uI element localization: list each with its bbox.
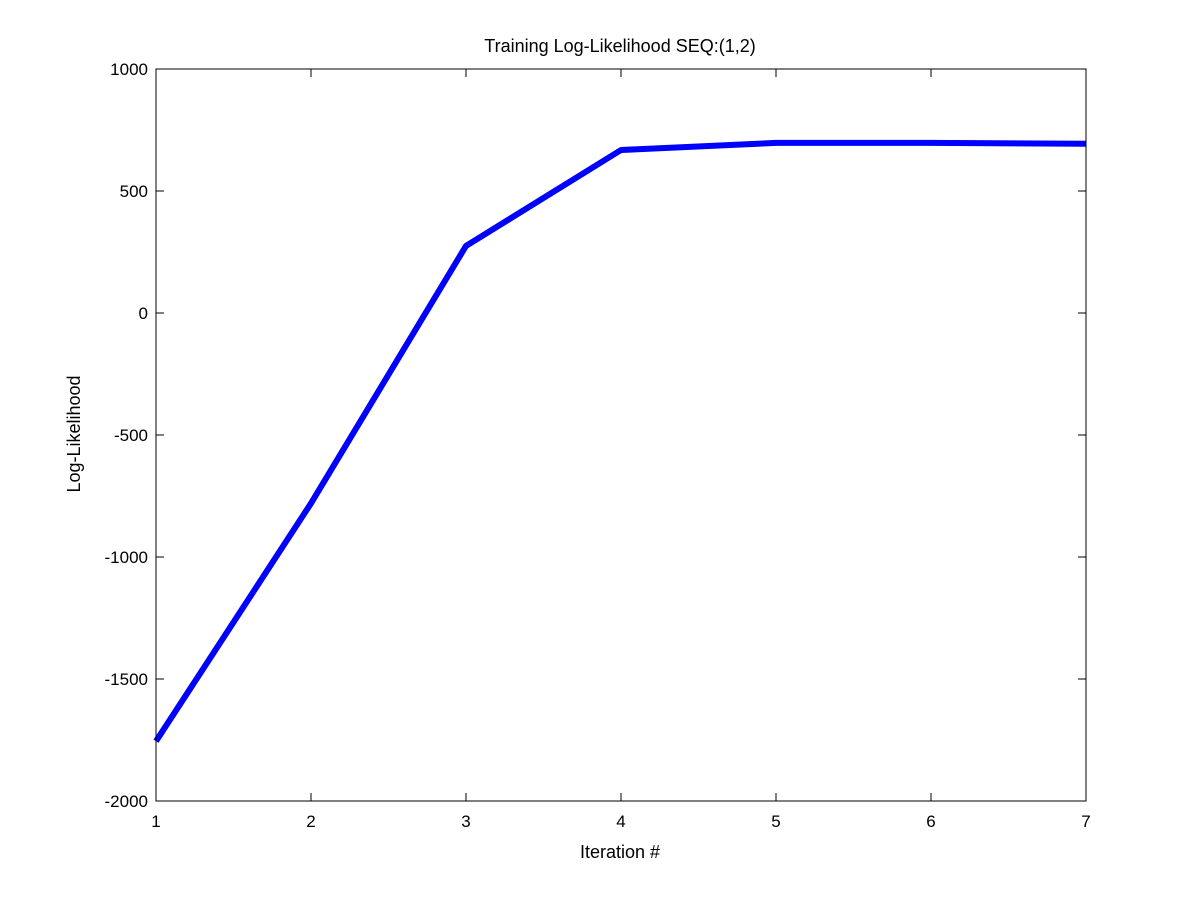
y-tick-label: -500: [114, 426, 148, 445]
x-tick-label: 7: [1081, 812, 1090, 831]
x-tick-label: 3: [461, 812, 470, 831]
x-tick-label: 6: [926, 812, 935, 831]
y-tick-label: 0: [139, 304, 148, 323]
x-tick-label: 2: [306, 812, 315, 831]
series-layer: [153, 139, 1087, 743]
x-tick-label: 5: [771, 812, 780, 831]
x-axis-label: Iteration #: [580, 842, 660, 862]
y-tick-label: 1000: [110, 60, 148, 79]
y-tick-label: 500: [120, 182, 148, 201]
plot-frame: [155, 68, 1087, 802]
y-tick-label: -1500: [105, 670, 148, 689]
chart-title: Training Log-Likelihood SEQ:(1,2): [484, 36, 755, 56]
y-tick-label: -1000: [105, 548, 148, 567]
ticks-layer: 1 2 3 4 5 6 7 -2000 -1500 -1000 -500 0 500 1000: [105, 60, 1091, 831]
y-tick-label: -2000: [105, 792, 148, 811]
series-line-0: [153, 139, 1087, 743]
y-axis-label: Log-Likelihood: [64, 375, 84, 492]
x-tick-label: 1: [151, 812, 160, 831]
x-tick-label: 4: [616, 812, 625, 831]
